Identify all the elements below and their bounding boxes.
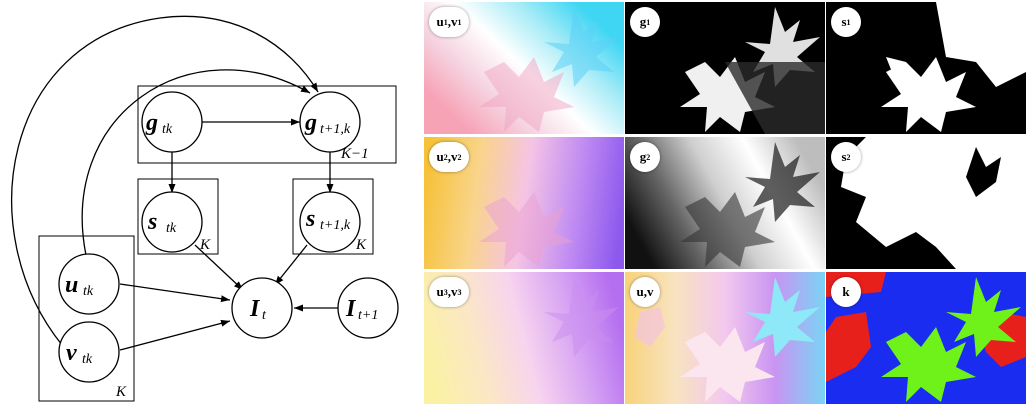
panel-label-sub: 2 <box>846 152 851 162</box>
panel-label-badge: u,v <box>630 277 660 307</box>
panel-label-sep: , <box>447 284 451 299</box>
panel-label-main2: v <box>450 14 458 29</box>
node-I-t: I t <box>231 277 293 339</box>
panel-label-main: s <box>841 149 847 164</box>
panel-label-sub2: 2 <box>457 152 462 162</box>
panel-label-sub: 1 <box>646 17 651 27</box>
plate-uv <box>38 235 135 402</box>
image-panel-uv: u,v <box>625 272 825 404</box>
svg-text:v: v <box>66 340 77 366</box>
plate-s-left <box>137 178 219 255</box>
node-g-t1k: g t+1,k <box>299 91 361 153</box>
svg-text:tk: tk <box>162 122 173 137</box>
panel-label-sub: 1 <box>443 17 448 27</box>
panel-label-sub: 2 <box>443 152 448 162</box>
panel-label-sep: , <box>447 149 451 164</box>
svg-text:t+1,k: t+1,k <box>320 218 351 233</box>
svg-text:t+1,k: t+1,k <box>320 122 351 137</box>
image-panel-k: k <box>826 272 1026 404</box>
plate-label-uv: K <box>115 384 127 400</box>
edge-s-right-I <box>274 244 308 286</box>
svg-text:tk: tk <box>82 352 93 367</box>
panel-label-sub2: 1 <box>457 17 462 27</box>
result-image-grid: u 1, v 1 g 1 s 1 u 2, v 2 g 2 s 2 u 3, v 3 u,v k <box>424 2 1026 404</box>
node-u-tk: u tk <box>58 253 120 315</box>
panel-image <box>625 137 825 269</box>
panel-label-sub: 3 <box>443 287 448 297</box>
node-I-t1: I t+1 <box>337 277 399 339</box>
svg-text:s: s <box>305 206 315 232</box>
edge-u-g-curve <box>81 69 311 261</box>
panel-label-sub: 2 <box>646 152 651 162</box>
svg-text:I: I <box>249 296 261 322</box>
plate-g <box>137 85 397 164</box>
panel-label-main: u <box>436 149 444 164</box>
svg-text:I: I <box>345 296 357 322</box>
edge-s-left-I <box>194 244 244 291</box>
svg-text:g: g <box>145 110 158 136</box>
panel-label-main: g <box>639 14 647 29</box>
panel-label-main: u <box>436 14 444 29</box>
plate-label-s-right: K <box>355 237 367 253</box>
svg-text:s: s <box>147 209 157 235</box>
panel-label-sub2: 3 <box>457 287 462 297</box>
panel-label-main: g <box>639 149 647 164</box>
edge-v-g-curve <box>11 15 319 346</box>
panel-label-main: u,v <box>636 284 654 299</box>
panel-label-main2: v <box>450 149 458 164</box>
panel-label-sep: , <box>447 14 451 29</box>
svg-text:t: t <box>262 308 267 323</box>
edge-u-I <box>119 283 231 303</box>
panel-label-sub: 1 <box>846 17 851 27</box>
svg-text:u: u <box>65 272 78 298</box>
panel-label-main2: v <box>450 284 458 299</box>
panel-label-main: s <box>841 14 847 29</box>
panel-label-main: u <box>436 284 444 299</box>
plate-s-right <box>292 178 374 255</box>
panel-label-main: k <box>842 284 850 299</box>
plate-label-g: K−1 <box>340 146 369 162</box>
edge-v-I <box>119 319 231 351</box>
svg-text:t+1: t+1 <box>358 308 378 323</box>
panel-image <box>826 137 1026 269</box>
node-s-tk: s tk <box>141 191 203 253</box>
node-g-tk: g tk <box>141 91 203 153</box>
svg-text:tk: tk <box>83 284 94 299</box>
graphical-model-diagram: K−1 K K K g tk g t+1,k s tk s t+1,k u tk… <box>11 15 399 402</box>
plate-label-s-left: K <box>199 237 211 253</box>
node-s-t1k: s t+1,k <box>299 191 361 253</box>
node-v-tk: v tk <box>58 321 120 383</box>
svg-text:tk: tk <box>166 221 177 236</box>
svg-text:g: g <box>304 110 317 136</box>
panel-label-badge: k <box>831 277 861 307</box>
